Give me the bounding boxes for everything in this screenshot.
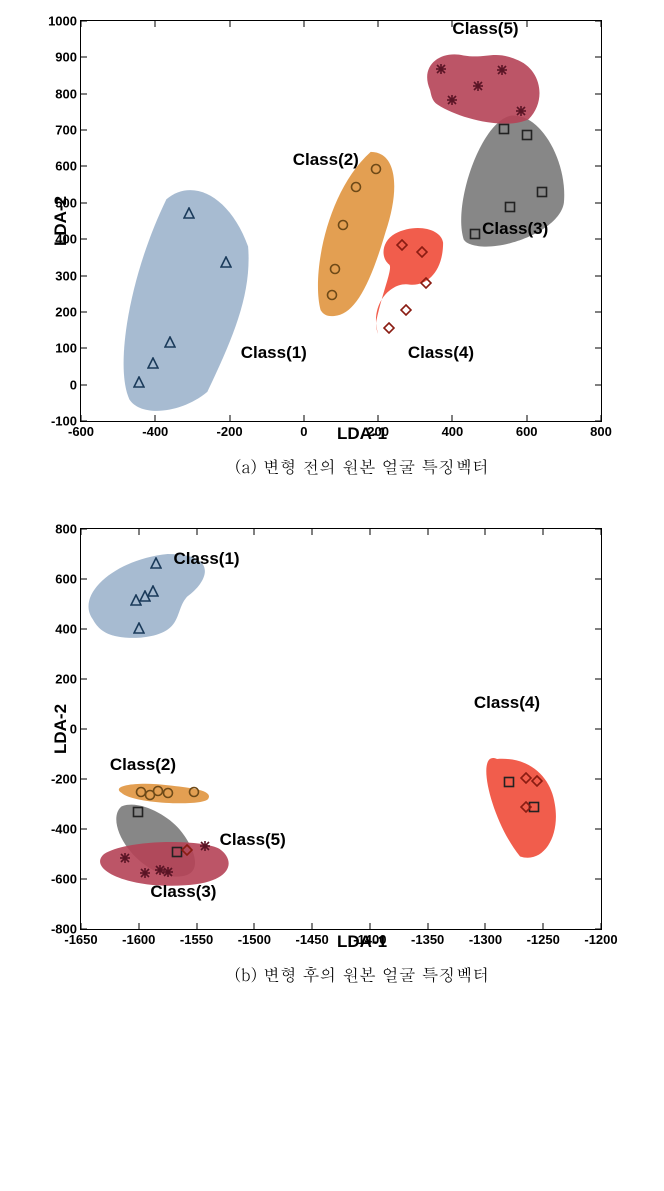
marker-triangle <box>147 356 159 374</box>
ytick-label: 800 <box>55 86 81 101</box>
xtick-label: 400 <box>442 424 464 439</box>
marker-diamond <box>416 245 428 263</box>
class-label: Class(5) <box>452 19 518 39</box>
xtick-label: 200 <box>367 424 389 439</box>
class-label: Class(1) <box>241 343 307 363</box>
marker-square <box>132 805 144 823</box>
marker-triangle <box>150 556 162 574</box>
marker-square <box>469 227 481 245</box>
marker-circle <box>188 785 200 803</box>
ylabel-b: LDA-2 <box>51 704 71 754</box>
ytick-label: 0 <box>70 377 81 392</box>
marker-circle <box>350 180 362 198</box>
xtick-label: 800 <box>590 424 612 439</box>
marker-square <box>536 185 548 203</box>
ytick-label: 300 <box>55 268 81 283</box>
marker-asterisk <box>162 865 174 883</box>
xtick-label: -1200 <box>584 932 617 947</box>
marker-circle <box>162 786 174 804</box>
marker-square <box>521 128 533 146</box>
ytick-label: 1000 <box>48 14 81 29</box>
ytick-label: 200 <box>55 304 81 319</box>
caption-b: (b) 변형 후의 원본 얼굴 특징벡터 <box>80 962 644 986</box>
marker-triangle <box>220 255 232 273</box>
ytick-label: 600 <box>55 159 81 174</box>
xtick-label: -200 <box>217 424 243 439</box>
ytick-label: -200 <box>51 772 81 787</box>
ytick-label: 100 <box>55 341 81 356</box>
ytick-label: 600 <box>55 572 81 587</box>
xtick-label: -1400 <box>353 932 386 947</box>
marker-asterisk <box>446 93 458 111</box>
marker-circle <box>329 262 341 280</box>
class-label: Class(2) <box>293 150 359 170</box>
xtick-label: -1350 <box>411 932 444 947</box>
ytick-label: 500 <box>55 195 81 210</box>
marker-diamond <box>520 800 532 818</box>
marker-asterisk <box>496 63 508 81</box>
xtick-label: 0 <box>300 424 307 439</box>
class-label: Class(5) <box>220 830 286 850</box>
marker-square <box>504 200 516 218</box>
ytick-label: 400 <box>55 232 81 247</box>
marker-diamond <box>400 303 412 321</box>
plot-b: LDA-2 -1650-1600-1550-1500-1450-1400-135… <box>80 528 602 930</box>
class-label: Class(3) <box>150 882 216 902</box>
marker-asterisk <box>472 79 484 97</box>
xtick-label: -1500 <box>238 932 271 947</box>
marker-circle <box>326 288 338 306</box>
class-label: Class(1) <box>173 549 239 569</box>
marker-diamond <box>181 843 193 861</box>
ytick-label: 900 <box>55 50 81 65</box>
marker-circle <box>337 218 349 236</box>
marker-diamond <box>420 276 432 294</box>
ytick-label: 200 <box>55 672 81 687</box>
class-label: Class(3) <box>482 219 548 239</box>
marker-asterisk <box>119 851 131 869</box>
marker-circle <box>370 162 382 180</box>
xtick-label: -400 <box>142 424 168 439</box>
ytick-label: -100 <box>51 414 81 429</box>
ytick-label: -600 <box>51 872 81 887</box>
xtick-label: 600 <box>516 424 538 439</box>
xtick-label: -1250 <box>527 932 560 947</box>
marker-triangle <box>164 335 176 353</box>
ytick-label: 800 <box>55 522 81 537</box>
marker-diamond <box>396 238 408 256</box>
marker-asterisk <box>515 104 527 122</box>
plot-a: LDA-2 -600-400-2000200400600800-10001002… <box>80 20 602 422</box>
ytick-label: 700 <box>55 123 81 138</box>
marker-square <box>498 122 510 140</box>
marker-asterisk <box>435 62 447 80</box>
xtick-label: -1300 <box>469 932 502 947</box>
marker-triangle <box>183 206 195 224</box>
marker-triangle <box>133 621 145 639</box>
class-label: Class(4) <box>474 693 540 713</box>
ytick-label: -400 <box>51 822 81 837</box>
ytick-label: -800 <box>51 922 81 937</box>
xtick-label: -1550 <box>180 932 213 947</box>
figure-a: LDA-2 -600-400-2000200400600800-10001002… <box>80 20 644 478</box>
marker-triangle <box>133 375 145 393</box>
class-label: Class(2) <box>110 755 176 775</box>
marker-square <box>503 775 515 793</box>
marker-diamond <box>531 774 543 792</box>
marker-asterisk <box>139 866 151 884</box>
ytick-label: 0 <box>70 722 81 737</box>
marker-triangle <box>147 584 159 602</box>
marker-asterisk <box>199 839 211 857</box>
class-label: Class(4) <box>408 343 474 363</box>
marker-diamond <box>520 771 532 789</box>
xtick-label: -1450 <box>295 932 328 947</box>
marker-diamond <box>383 321 395 339</box>
caption-a: (a) 변형 전의 원본 얼굴 특징벡터 <box>80 454 644 478</box>
ytick-label: 400 <box>55 622 81 637</box>
figure-b: LDA-2 -1650-1600-1550-1500-1450-1400-135… <box>80 528 644 986</box>
xtick-label: -1600 <box>122 932 155 947</box>
